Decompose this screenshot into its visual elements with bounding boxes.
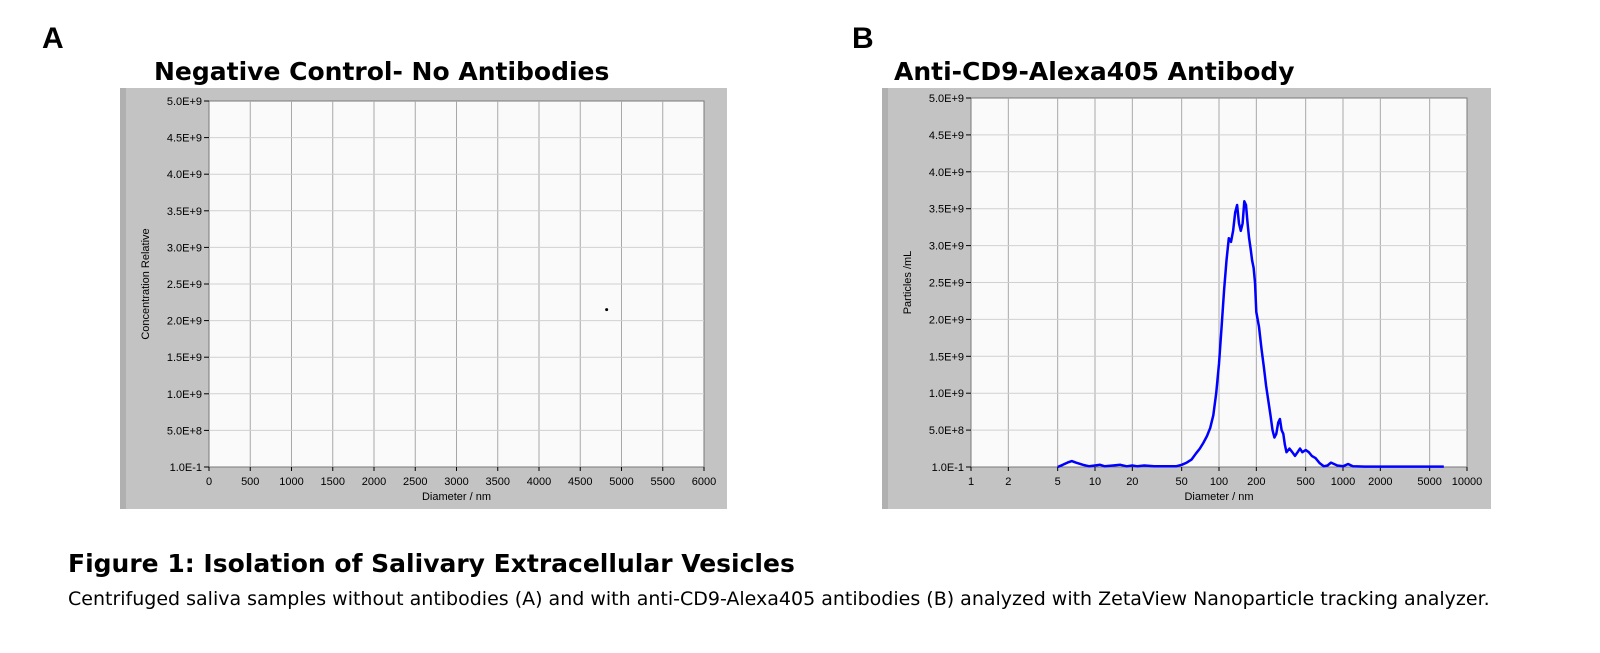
chart-a-title: Negative Control- No Antibodies: [154, 57, 610, 86]
frame-left-strip: [120, 88, 126, 509]
chart-a-frame: 0 500 1000 1500 2000 2500 3000 3500 4000 4500 5000…: [120, 88, 727, 509]
y-tick-label: 5.0E+9: [929, 93, 964, 105]
x-tick-label: 5000: [1417, 476, 1441, 488]
x-tick-label: 4000: [527, 476, 551, 488]
series-line: [1057, 200, 1444, 469]
x-tick-label: 2000: [1368, 476, 1392, 488]
x-tick-label: 3500: [486, 476, 510, 488]
x-tick-label: 5000: [609, 476, 633, 488]
x-tick-label: 3000: [444, 476, 468, 488]
y-tick-label: 1.5E+9: [929, 351, 964, 363]
x-tick-label: 1000: [279, 476, 303, 488]
y-tick-label: 2.5E+9: [167, 279, 202, 291]
x-tick-label: 100: [1210, 476, 1228, 488]
x-tick-label: 2500: [403, 476, 427, 488]
x-tick-label: 5500: [651, 476, 675, 488]
y-tick-label: 1.0E+9: [167, 389, 202, 401]
frame-left-strip: [882, 88, 888, 509]
x-tick-label: 500: [1296, 476, 1314, 488]
x-tick-label: 10: [1089, 476, 1101, 488]
x-tick-label: 2000: [362, 476, 386, 488]
x-tick-label: 5: [1055, 476, 1061, 488]
y-tick-label: 5.0E+8: [929, 425, 964, 437]
x-tick-label: 1500: [321, 476, 345, 488]
x-axis-label: Diameter / nm: [422, 491, 491, 503]
x-tick-label: 6000: [692, 476, 716, 488]
panel-a-letter: A: [42, 22, 64, 55]
x-tick-label: 200: [1247, 476, 1265, 488]
x-tick-label: 10000: [1452, 476, 1483, 488]
y-axis-label: Particles /mL: [902, 251, 914, 315]
x-tick-label: 1000: [1331, 476, 1355, 488]
x-tick-label: 20: [1126, 476, 1138, 488]
y-tick-label: 1.0E-1: [932, 462, 964, 474]
y-tick-label: 3.5E+9: [929, 204, 964, 216]
x-tick-label: 500: [241, 476, 259, 488]
x-tick-label: 2: [1005, 476, 1011, 488]
y-tick-label: 2.0E+9: [929, 314, 964, 326]
y-tick-label: 2.5E+9: [929, 278, 964, 290]
x-tick-label: 50: [1176, 476, 1188, 488]
x-tick-label: 1: [968, 476, 974, 488]
chart-b-svg: 1 2 5 10 20 50 100 200 500 1000 2000 5000 10000 1.0E-…: [882, 88, 1483, 509]
y-tick-label: 4.0E+9: [167, 169, 202, 181]
y-tick-label: 2.0E+9: [167, 316, 202, 328]
y-tick-label: 1.0E+9: [929, 388, 964, 400]
chart-b-title: Anti-CD9-Alexa405 Antibody: [894, 57, 1295, 86]
figure-caption-title: Figure 1: Isolation of Salivary Extracel…: [68, 549, 795, 578]
y-tick-label: 3.0E+9: [929, 241, 964, 253]
y-tick-label: 1.5E+9: [167, 352, 202, 364]
y-tick-label: 4.5E+9: [929, 130, 964, 142]
chart-b-frame: 1 2 5 10 20 50 100 200 500 1000 2000 5000 10000 1.0E-…: [882, 88, 1491, 509]
x-tick-label: 0: [206, 476, 212, 488]
chart-a-svg: 0 500 1000 1500 2000 2500 3000 3500 4000 4500 5000…: [120, 88, 716, 509]
x-tick-label: 4500: [568, 476, 592, 488]
y-tick-label: 4.5E+9: [167, 133, 202, 145]
figure-caption-text: Centrifuged saliva samples without antib…: [68, 588, 1490, 610]
y-tick-label: 5.0E+9: [167, 96, 202, 108]
y-tick-label: 3.5E+9: [167, 206, 202, 218]
y-tick-label: 4.0E+9: [929, 167, 964, 179]
x-axis-label: Diameter / nm: [1184, 491, 1253, 503]
y-tick-label: 1.0E-1: [170, 462, 202, 474]
y-tick-label: 5.0E+8: [167, 425, 202, 437]
y-axis-label: Concentration Relative: [140, 228, 152, 339]
scatter-point: [605, 308, 609, 312]
y-tick-label: 3.0E+9: [167, 242, 202, 254]
panel-b-letter: B: [852, 22, 874, 55]
